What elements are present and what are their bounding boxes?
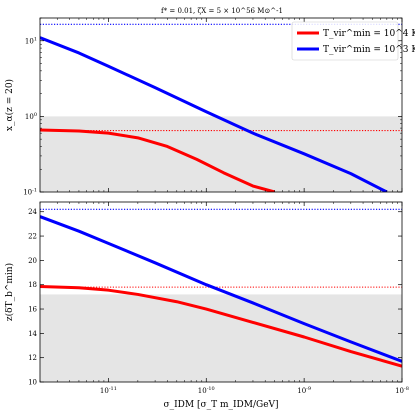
- bottom-x-tick-label-0: 10-11: [100, 386, 117, 395]
- legend-label-1: T_vir^min = 10^3 K: [323, 45, 415, 55]
- bottom-shaded-region: [40, 294, 402, 382]
- top-series-line-1: [40, 36, 388, 192]
- bottom-x-tick-label-1: 10-10: [198, 386, 215, 395]
- figure-title: f* = 0.01, ζX = 5 × 10^56 M⊙^-1: [161, 7, 283, 15]
- bottom-y-tick-label-4: 18: [28, 281, 37, 289]
- legend: T_vir^min = 10^4 K T_vir^min = 10^3 K: [291, 21, 415, 61]
- bottom-series-line-1: [40, 215, 402, 363]
- top-y-tick-label-1: 100: [25, 112, 37, 121]
- bottom-y-tick-label-1: 12: [28, 354, 37, 362]
- top-axes-frame: [39, 17, 403, 193]
- bottom-y-tick-label-0: 10: [28, 379, 37, 387]
- top-y-tick-label-0: 10-1: [23, 188, 37, 197]
- top-series-line-0: [40, 128, 276, 192]
- top-y-axis-label: x_α(z = 20): [4, 79, 15, 131]
- legend-label-0: T_vir^min = 10^4 K: [323, 29, 415, 39]
- bottom-series-line-0: [40, 285, 402, 368]
- bottom-y-tick-label-7: 24: [28, 208, 37, 216]
- bottom-y-tick-label-3: 16: [28, 306, 37, 314]
- top-panel: 10-1 100 101 x_α(z = 20): [4, 17, 403, 197]
- bottom-y-tick-label-2: 14: [28, 330, 37, 338]
- bottom-x-axis-label: σ_IDM [σ_T m_IDM/GeV]: [163, 400, 278, 410]
- bottom-axes-frame: [39, 201, 403, 383]
- top-y-tick-label-2: 101: [25, 36, 37, 45]
- bottom-y-tick-label-6: 22: [28, 233, 37, 241]
- top-shaded-region: [40, 116, 402, 192]
- bottom-y-tick-label-5: 20: [28, 257, 37, 265]
- bottom-x-tick-label-2: 10-9: [297, 386, 311, 395]
- bottom-y-axis-label: z(δT_b^min): [4, 263, 15, 321]
- bottom-panel: 10-11 10-10 10-9 10-8 10 12 14 16 18 20 22 24 z(δT_b…: [4, 201, 409, 410]
- bottom-x-tick-label-3: 10-8: [395, 386, 409, 395]
